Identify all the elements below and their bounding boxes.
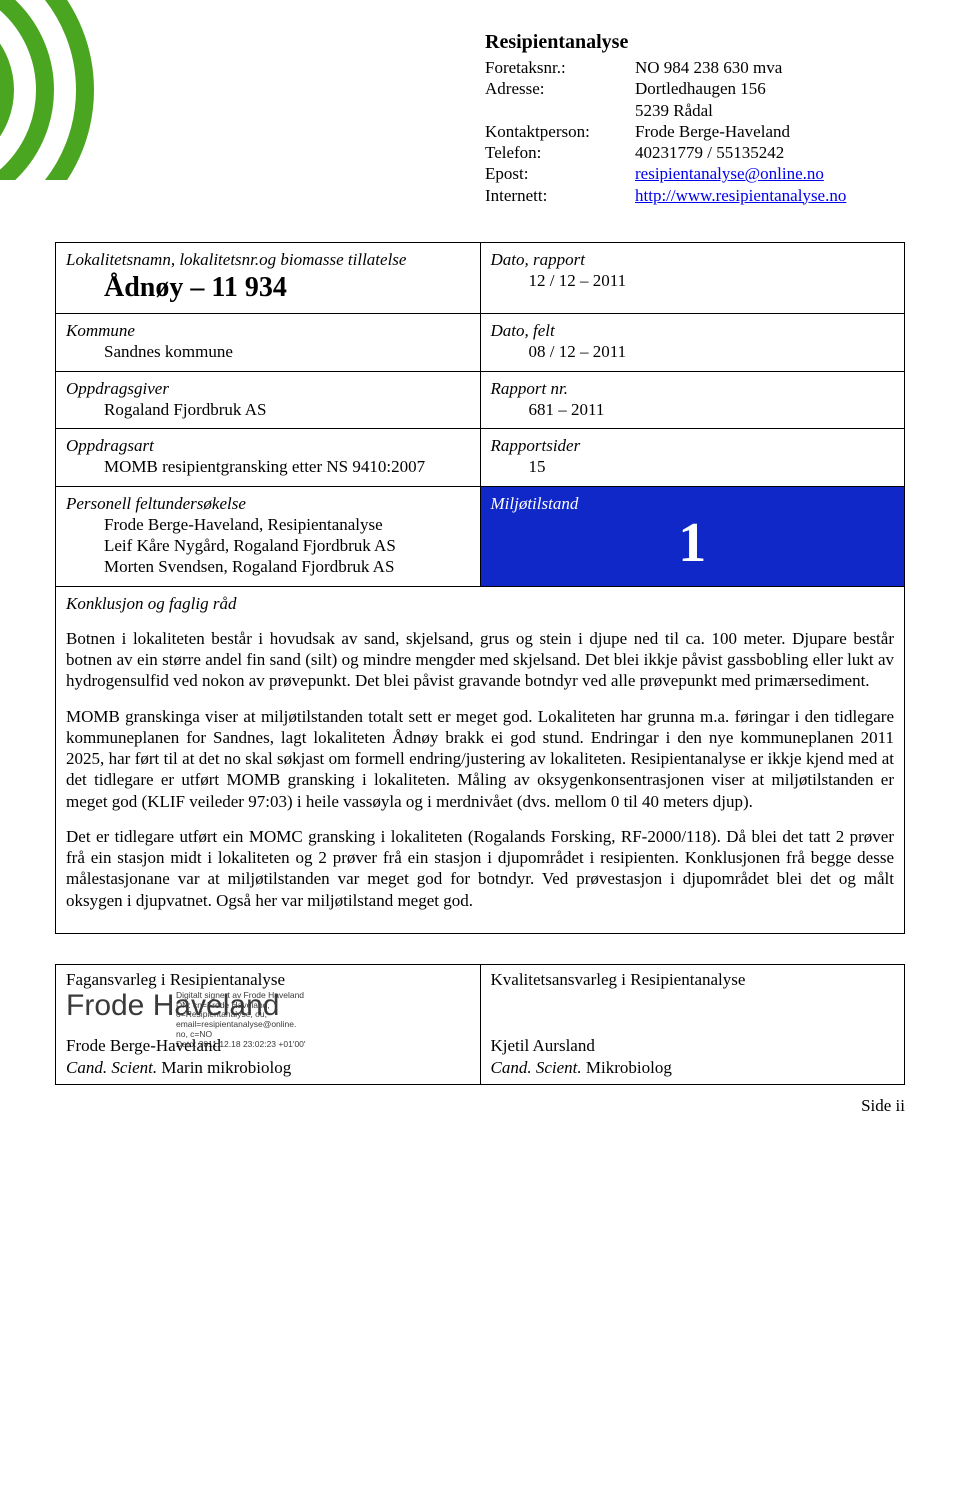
label-rapportsider: Rapportsider — [491, 436, 581, 455]
header-row: Kontaktperson:Frode Berge-Haveland — [485, 121, 846, 142]
label-oppdragsgiver: Oppdragsgiver — [66, 379, 169, 398]
header-value: NO 984 238 630 mva — [635, 57, 782, 78]
header-link[interactable]: resipientanalyse@online.no — [635, 163, 824, 184]
cell-lokalitet: Lokalitetsnamn, lokalitetsnr.og biomasse… — [56, 243, 481, 314]
header-label: Epost: — [485, 163, 635, 184]
cell-oppdragsart: Oppdragsart MOMB resipientgransking ette… — [56, 429, 481, 487]
sign-right-name: Kjetil Aursland — [491, 1035, 672, 1056]
sign-left-title: Fagansvarleg i Resipientanalyse — [66, 970, 285, 989]
value-lokalitet: Ådnøy – 11 934 — [66, 270, 470, 305]
value-rapportsider: 15 — [491, 456, 895, 477]
logo-arcs-icon — [0, 0, 110, 180]
header-value: Dortledhaugen 156 — [635, 78, 766, 99]
value-dato-felt: 08 / 12 – 2011 — [491, 341, 895, 362]
header-row: Internett:http://www.resipientanalyse.no — [485, 185, 846, 206]
label-miljotilstand: Miljøtilstand — [491, 494, 579, 513]
label-konklusjon: Konklusjon og faglig råd — [66, 594, 236, 613]
label-oppdragsart: Oppdragsart — [66, 436, 154, 455]
value-rapportnr: 681 – 2011 — [491, 399, 895, 420]
report-metadata-grid: Lokalitetsnamn, lokalitetsnr.og biomasse… — [55, 242, 905, 934]
value-oppdragsart: MOMB resipientgransking etter NS 9410:20… — [66, 456, 470, 477]
cell-dato-rapport: Dato, rapport 12 / 12 – 2011 — [481, 243, 906, 314]
cell-konklusjon: Konklusjon og faglig råd Botnen i lokali… — [56, 587, 905, 934]
label-dato-felt: Dato, felt — [491, 321, 555, 340]
sign-left-name: Frode Berge-Haveland — [66, 1035, 291, 1056]
header-row: Telefon:40231779 / 55135242 — [485, 142, 846, 163]
personell-line: Leif Kåre Nygård, Rogaland Fjordbruk AS — [66, 535, 470, 556]
header-info-block: Resipientanalyse Foretaksnr.:NO 984 238 … — [485, 30, 846, 206]
header-label: Internett: — [485, 185, 635, 206]
header-row: Epost:resipientanalyse@online.no — [485, 163, 846, 184]
cell-rapportsider: Rapportsider 15 — [481, 429, 906, 487]
header-value: 40231779 / 55135242 — [635, 142, 784, 163]
header-label: Foretaksnr.: — [485, 57, 635, 78]
conclusion-paragraph: Det er tidlegare utført ein MOMC granski… — [66, 826, 894, 911]
sign-right-role: Cand. Scient. Mikrobiolog — [491, 1057, 672, 1078]
header-label: Kontaktperson: — [485, 121, 635, 142]
header-label: Telefon: — [485, 142, 635, 163]
header-label — [485, 100, 635, 121]
header-link[interactable]: http://www.resipientanalyse.no — [635, 185, 846, 206]
header-row: Foretaksnr.:NO 984 238 630 mva — [485, 57, 846, 78]
conclusion-paragraph: MOMB granskinga viser at miljøtilstanden… — [66, 706, 894, 812]
cell-miljotilstand: Miljøtilstand 1 — [481, 487, 906, 587]
header-value: 5239 Rådal — [635, 100, 713, 121]
sign-left-role: Cand. Scient. Marin mikrobiolog — [66, 1057, 291, 1078]
personell-line: Frode Berge-Haveland, Resipientanalyse — [66, 514, 470, 535]
page-number: Side ii — [55, 1095, 905, 1116]
value-oppdragsgiver: Rogaland Fjordbruk AS — [66, 399, 470, 420]
cell-rapportnr: Rapport nr. 681 – 2011 — [481, 372, 906, 430]
sign-right-title: Kvalitetsansvarleg i Resipientanalyse — [491, 970, 746, 989]
value-dato-rapport: 12 / 12 – 2011 — [491, 270, 895, 291]
header-row: 5239 Rådal — [485, 100, 846, 121]
conclusion-paragraph: Botnen i lokaliteten består i hovudsak a… — [66, 628, 894, 692]
company-title: Resipientanalyse — [485, 30, 846, 55]
page-header: Resipientanalyse Foretaksnr.:NO 984 238 … — [55, 30, 905, 206]
label-lokalitet: Lokalitetsnamn, lokalitetsnr.og biomasse… — [66, 250, 406, 269]
value-kommune: Sandnes kommune — [66, 341, 470, 362]
sign-left: Fagansvarleg i Resipientanalyse Frode Ha… — [56, 965, 481, 1085]
cell-dato-felt: Dato, felt 08 / 12 – 2011 — [481, 314, 906, 372]
value-miljotilstand: 1 — [491, 514, 895, 577]
personell-line: Morten Svendsen, Rogaland Fjordbruk AS — [66, 556, 470, 577]
sign-right: Kvalitetsansvarleg i Resipientanalyse Kj… — [481, 965, 906, 1085]
header-value: Frode Berge-Haveland — [635, 121, 790, 142]
signature-row: Fagansvarleg i Resipientanalyse Frode Ha… — [55, 964, 905, 1085]
label-personell: Personell feltundersøkelse — [66, 494, 246, 513]
label-rapportnr: Rapport nr. — [491, 379, 568, 398]
label-kommune: Kommune — [66, 321, 135, 340]
label-dato-rapport: Dato, rapport — [491, 250, 585, 269]
cell-oppdragsgiver: Oppdragsgiver Rogaland Fjordbruk AS — [56, 372, 481, 430]
header-label: Adresse: — [485, 78, 635, 99]
cell-personell: Personell feltundersøkelse Frode Berge-H… — [56, 487, 481, 587]
cell-kommune: Kommune Sandnes kommune — [56, 314, 481, 372]
header-row: Adresse:Dortledhaugen 156 — [485, 78, 846, 99]
